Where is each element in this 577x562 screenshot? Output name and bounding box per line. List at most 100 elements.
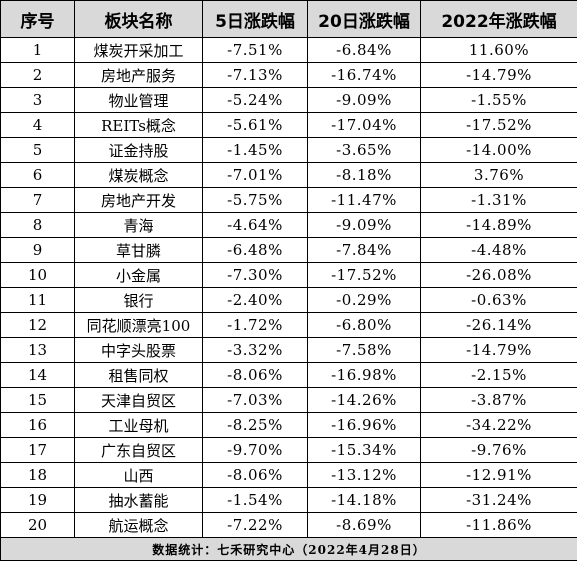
sector-name-cell: 广东自贸区 [74,437,203,463]
row-index-cell: 16 [0,412,75,438]
row-index-cell: 14 [0,362,75,388]
sector-name-cell: 天津自贸区 [74,387,203,413]
change-5day-cell: -8.06% [202,462,308,488]
change-2022-cell: 3.76% [420,162,577,188]
change-2022-cell: 11.60% [420,37,577,63]
table-row: 7 房地产开发 -5.75% -11.47% -1.31% [0,187,577,213]
row-index-cell: 1 [0,37,75,63]
sector-name-cell: 租售同权 [74,362,203,388]
data-source-note: 数据统计：七禾研究中心（2022年4月28日） [0,537,577,561]
sector-name-cell: REITs概念 [74,112,203,138]
row-index-cell: 13 [0,337,75,363]
sector-name-cell: 证金持股 [74,137,203,163]
row-index-cell: 18 [0,462,75,488]
table-row: 3 物业管理 -5.24% -9.09% -1.55% [0,87,577,113]
row-index-cell: 4 [0,112,75,138]
change-5day-cell: -1.72% [202,312,308,338]
sector-name-cell: 青海 [74,212,203,238]
sector-name-cell: 小金属 [74,262,203,288]
sector-name-cell: 中字头股票 [74,337,203,363]
row-index-cell: 5 [0,137,75,163]
table-row: 4 REITs概念 -5.61% -17.04% -17.52% [0,112,577,138]
table-row: 8 青海 -4.64% -9.09% -14.89% [0,212,577,238]
change-5day-cell: -1.45% [202,137,308,163]
change-5day-cell: -2.40% [202,287,308,313]
table-row: 1 煤炭开采加工 -7.51% -6.84% 11.60% [0,37,577,63]
change-20day-cell: -16.74% [307,62,421,88]
sector-name-cell: 航运概念 [74,512,203,538]
row-index-cell: 11 [0,287,75,313]
change-5day-cell: -8.06% [202,362,308,388]
table-row: 17 广东自贸区 -9.70% -15.34% -9.76% [0,437,577,463]
row-index-cell: 15 [0,387,75,413]
row-index-cell: 7 [0,187,75,213]
change-20day-cell: -3.65% [307,137,421,163]
row-index-cell: 20 [0,512,75,538]
header-20day-change: 20日涨跌幅 [307,0,421,38]
change-20day-cell: -7.84% [307,237,421,263]
change-2022-cell: -34.22% [420,412,577,438]
header-index: 序号 [0,0,75,38]
change-2022-cell: -14.89% [420,212,577,238]
table-row: 12 同花顺漂亮100 -1.72% -6.80% -26.14% [0,312,577,338]
sector-name-cell: 煤炭开采加工 [74,37,203,63]
change-2022-cell: -0.63% [420,287,577,313]
change-2022-cell: -26.08% [420,262,577,288]
sector-name-cell: 抽水蓄能 [74,487,203,513]
change-20day-cell: -0.29% [307,287,421,313]
table-row: 14 租售同权 -8.06% -16.98% -2.15% [0,362,577,388]
change-2022-cell: -17.52% [420,112,577,138]
change-2022-cell: -3.87% [420,387,577,413]
header-sector-name: 板块名称 [74,0,203,38]
table-row: 9 草甘膦 -6.48% -7.84% -4.48% [0,237,577,263]
table-row: 15 天津自贸区 -7.03% -14.26% -3.87% [0,387,577,413]
change-5day-cell: -7.22% [202,512,308,538]
sector-name-cell: 房地产开发 [74,187,203,213]
change-20day-cell: -14.26% [307,387,421,413]
change-5day-cell: -7.13% [202,62,308,88]
header-2022-change: 2022年涨跌幅 [420,0,577,38]
table-row: 18 山西 -8.06% -13.12% -12.91% [0,462,577,488]
table-row: 13 中字头股票 -3.32% -7.58% -14.79% [0,337,577,363]
change-20day-cell: -6.80% [307,312,421,338]
header-row: 序号 板块名称 5日涨跌幅 20日涨跌幅 2022年涨跌幅 [0,0,577,38]
change-5day-cell: -9.70% [202,437,308,463]
change-20day-cell: -8.18% [307,162,421,188]
change-20day-cell: -9.09% [307,212,421,238]
row-index-cell: 3 [0,87,75,113]
change-2022-cell: -14.00% [420,137,577,163]
row-index-cell: 19 [0,487,75,513]
change-5day-cell: -7.30% [202,262,308,288]
change-2022-cell: -11.86% [420,512,577,538]
change-20day-cell: -6.84% [307,37,421,63]
table-row: 11 银行 -2.40% -0.29% -0.63% [0,287,577,313]
change-5day-cell: -8.25% [202,412,308,438]
change-5day-cell: -4.64% [202,212,308,238]
change-20day-cell: -14.18% [307,487,421,513]
sector-name-cell: 房地产服务 [74,62,203,88]
change-5day-cell: -5.75% [202,187,308,213]
sector-name-cell: 同花顺漂亮100 [74,312,203,338]
change-5day-cell: -7.03% [202,387,308,413]
change-20day-cell: -9.09% [307,87,421,113]
change-20day-cell: -13.12% [307,462,421,488]
sector-name-cell: 煤炭概念 [74,162,203,188]
table-body: 1 煤炭开采加工 -7.51% -6.84% 11.60% 2 房地产服务 -7.13% -16… [0,37,577,538]
change-20day-cell: -16.96% [307,412,421,438]
table-row: 10 小金属 -7.30% -17.52% -26.08% [0,262,577,288]
change-2022-cell: -26.14% [420,312,577,338]
change-2022-cell: -1.55% [420,87,577,113]
change-5day-cell: -7.01% [202,162,308,188]
row-index-cell: 8 [0,212,75,238]
change-20day-cell: -11.47% [307,187,421,213]
row-index-cell: 12 [0,312,75,338]
change-5day-cell: -7.51% [202,37,308,63]
change-2022-cell: -14.79% [420,62,577,88]
change-2022-cell: -12.91% [420,462,577,488]
change-2022-cell: -31.24% [420,487,577,513]
change-2022-cell: -1.31% [420,187,577,213]
change-5day-cell: -5.61% [202,112,308,138]
change-20day-cell: -16.98% [307,362,421,388]
table-row: 19 抽水蓄能 -1.54% -14.18% -31.24% [0,487,577,513]
table-row: 20 航运概念 -7.22% -8.69% -11.86% [0,512,577,538]
